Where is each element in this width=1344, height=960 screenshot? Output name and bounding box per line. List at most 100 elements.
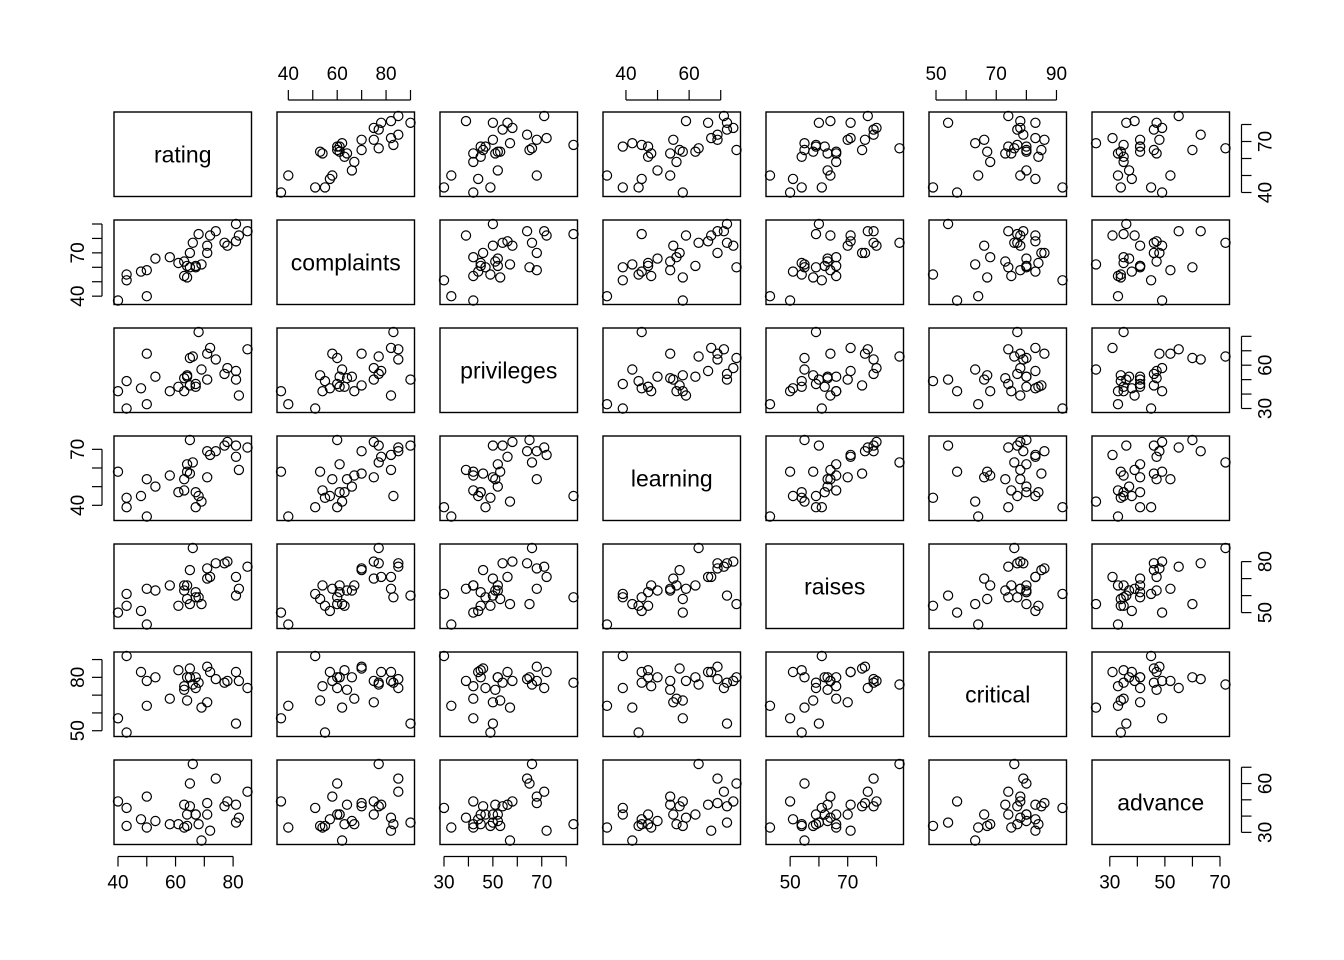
data-point: [275, 466, 287, 477]
data-point: [825, 170, 836, 181]
data-point: [1134, 580, 1146, 591]
data-point: [405, 440, 416, 451]
data-point: [173, 487, 184, 498]
data-point: [112, 386, 124, 397]
data-point: [385, 666, 397, 678]
data-point: [1156, 386, 1168, 397]
data-point: [1036, 144, 1047, 156]
panel-frame: [113, 111, 253, 198]
data-point: [531, 563, 543, 574]
data-point: [816, 182, 828, 193]
data-point: [181, 466, 193, 477]
scatter-panel-learning-vs-raises: [764, 434, 905, 522]
data-point: [373, 143, 384, 154]
scatter-panel-learning-vs-complaints: [275, 434, 416, 522]
data-point: [927, 375, 939, 387]
data-point: [376, 365, 387, 377]
data-point: [477, 801, 489, 812]
data-point: [796, 727, 807, 738]
tick-label: 40: [68, 495, 89, 516]
data-point: [646, 270, 657, 282]
data-point: [135, 490, 147, 502]
data-point: [633, 375, 644, 387]
data-point: [1003, 225, 1014, 237]
data-point: [468, 148, 479, 159]
data-point: [1112, 700, 1124, 712]
data-point: [1000, 373, 1011, 384]
left-axis-complaints: 40 70: [68, 223, 103, 307]
data-point: [862, 344, 874, 355]
data-point: [1015, 240, 1026, 251]
data-point: [1012, 490, 1023, 502]
data-point: [317, 681, 328, 692]
data-point: [319, 727, 331, 738]
panel-frame: [276, 759, 416, 846]
data-point: [617, 378, 629, 390]
data-point: [633, 727, 644, 738]
data-point: [190, 381, 201, 392]
data-point: [1134, 472, 1146, 483]
data-point: [477, 247, 489, 259]
data-point: [1134, 146, 1146, 157]
data-point: [204, 342, 216, 354]
data-point: [868, 129, 879, 140]
data-point: [1030, 342, 1041, 354]
data-point: [690, 809, 701, 820]
data-point: [201, 809, 213, 820]
data-point: [1134, 573, 1146, 584]
data-point: [642, 257, 654, 269]
tick-label: 30: [1256, 398, 1277, 419]
data-point: [356, 144, 367, 156]
data-point: [871, 362, 882, 374]
data-point: [1115, 695, 1127, 706]
data-point: [1187, 352, 1198, 364]
data-point: [460, 115, 472, 127]
data-point: [1151, 148, 1162, 159]
data-point: [349, 819, 360, 830]
data-point: [721, 801, 733, 812]
data-point: [490, 148, 501, 159]
variable-label: rating: [154, 141, 212, 167]
data-point: [349, 693, 360, 704]
data-point: [859, 446, 871, 457]
right-axis-raises: 50 80: [1240, 551, 1277, 623]
data-point: [283, 511, 294, 522]
data-point: [1030, 605, 1041, 617]
data-point: [468, 607, 479, 618]
data-point: [1107, 132, 1118, 144]
data-point: [721, 237, 733, 248]
data-point: [336, 598, 348, 610]
panel-frame: [113, 435, 253, 522]
data-point: [201, 797, 213, 809]
data-point: [1036, 247, 1047, 259]
data-point: [617, 275, 629, 286]
data-point: [181, 459, 193, 470]
data-point: [1012, 139, 1023, 151]
data-point: [1015, 583, 1026, 595]
data-point: [349, 386, 360, 397]
data-point: [721, 374, 733, 385]
data-point: [1015, 556, 1026, 567]
data-point: [1165, 265, 1176, 276]
data-point: [894, 143, 905, 154]
data-point: [601, 700, 613, 712]
data-point: [178, 270, 190, 282]
data-point: [356, 134, 367, 145]
data-point: [1148, 558, 1160, 569]
data-point: [1012, 237, 1023, 248]
data-point: [184, 778, 196, 789]
data-point: [1015, 122, 1026, 134]
data-point: [674, 144, 685, 156]
variable-label: raises: [804, 573, 865, 599]
data-point: [1021, 580, 1032, 591]
data-point: [487, 218, 499, 230]
data-point: [230, 440, 242, 451]
data-point: [894, 679, 905, 690]
data-point: [845, 799, 856, 810]
data-point: [141, 822, 152, 833]
data-point: [373, 758, 384, 770]
data-point: [490, 474, 501, 485]
data-point: [1126, 173, 1138, 185]
data-point: [718, 110, 730, 122]
data-point: [477, 564, 489, 576]
